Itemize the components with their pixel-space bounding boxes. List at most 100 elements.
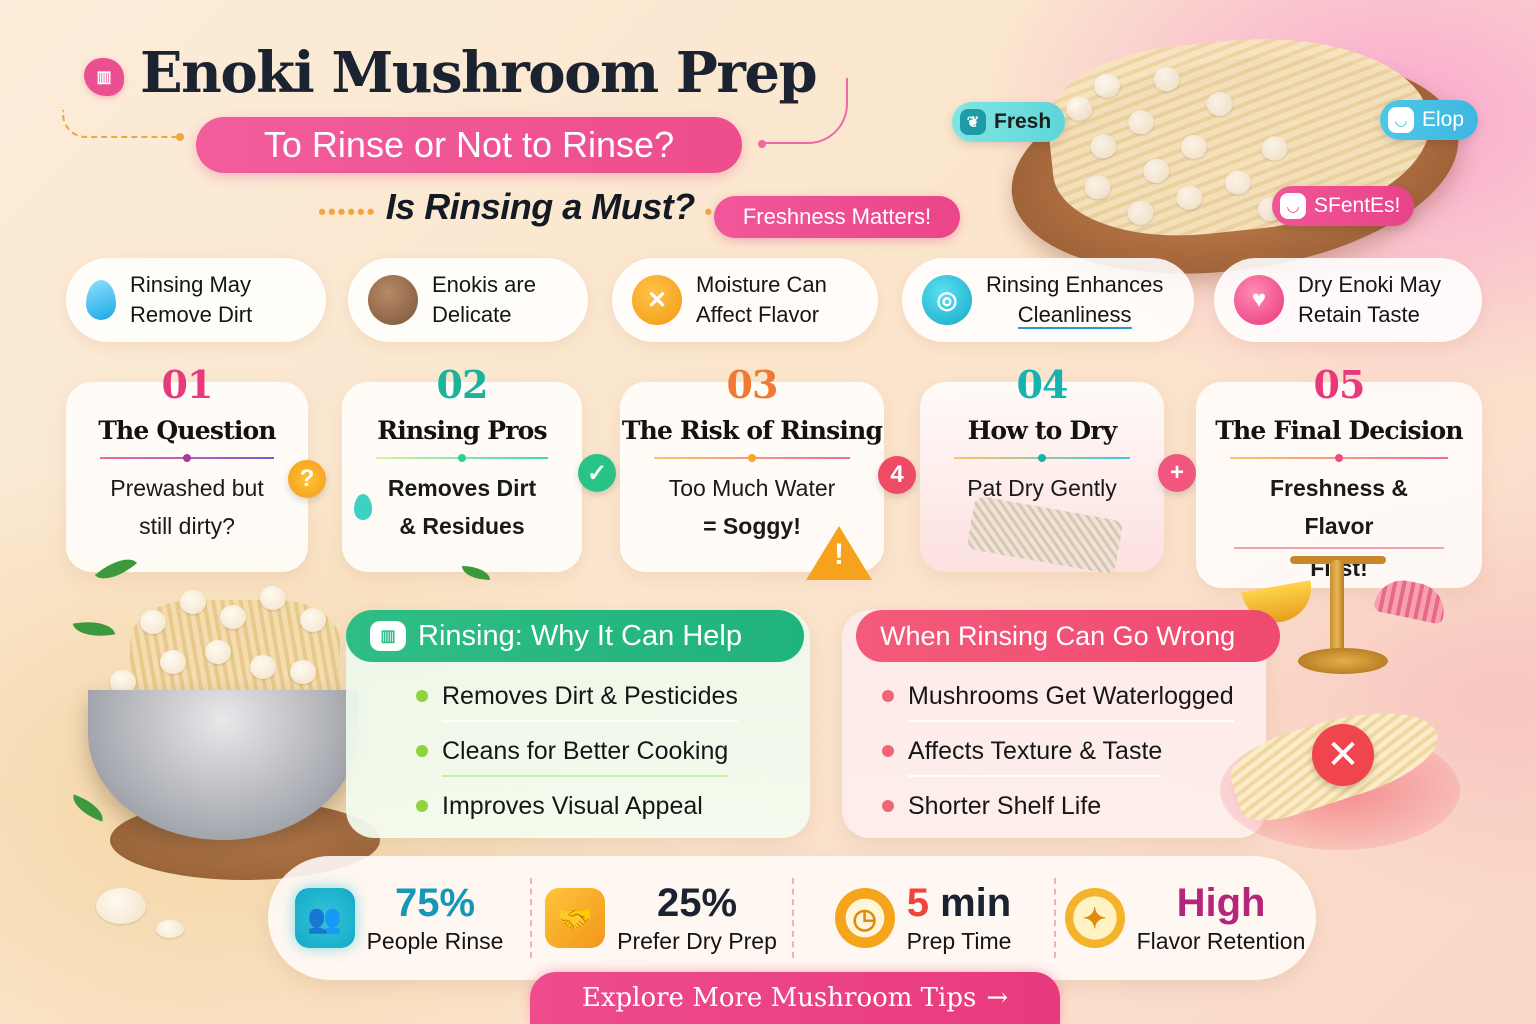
chip-line: Enokis are (432, 272, 536, 297)
list-item: Affects Texture & Taste (882, 731, 1234, 786)
scale-base (1298, 648, 1388, 674)
people-icon: 👥 (294, 888, 355, 948)
taste-blob-icon: ♥ (1234, 275, 1284, 325)
panel-header: ▥ Rinsing: Why It Can Help (346, 610, 804, 662)
chip-line: Dry Enoki May (1298, 272, 1442, 297)
plus-icon: + (1158, 454, 1196, 492)
step-body: = Soggy! (703, 513, 801, 539)
step-body: Too Much Water (668, 475, 836, 501)
question-mark-icon: ? (288, 460, 326, 498)
tag-fresh: ❦ Fresh (952, 102, 1066, 142)
step-card-1: 01 The Question Prewashed but still dirt… (66, 362, 308, 572)
checkmark-icon: ✓ (578, 454, 616, 492)
cta-label: Explore More Mushroom Tips (581, 983, 977, 1013)
step-body: & Residues (399, 513, 525, 539)
fail-x-icon: ✕ (1312, 724, 1374, 786)
panel-title: When Rinsing Can Go Wrong (880, 620, 1236, 651)
stat-prep-time: ◷ 5 min Prep Time (792, 856, 1054, 980)
step-number: 04 (1016, 362, 1069, 407)
list-item: Mushrooms Get Waterlogged (882, 676, 1234, 731)
stat-label: Prep Time (906, 928, 1012, 954)
stat-value: 75% (394, 881, 476, 925)
list-item: Shorter Shelf Life (882, 786, 1234, 841)
fact-chip-cleanliness: ◎ Rinsing Enhances Cleanliness (902, 258, 1194, 342)
bullet-dot (416, 745, 428, 757)
step-body: Prewashed but (110, 475, 264, 501)
tag-elop: ◡ Elop (1380, 100, 1479, 140)
subtitle-banner: To Rinse or Not to Rinse? (196, 117, 742, 173)
tag-specs: ◡ SFentEs! (1272, 186, 1415, 226)
chip-line: Rinsing Enhances (986, 272, 1164, 297)
stat-label: People Rinse (366, 928, 504, 954)
step-number: 05 (1313, 362, 1366, 407)
bowl-icon: ◡ (1280, 193, 1306, 219)
step-four-icon: 4 (878, 456, 916, 494)
step-number: 01 (161, 362, 214, 407)
step-card-2: 02 Rinsing Pros Removes Dirt & Residues (342, 362, 582, 572)
chip-line: Retain Taste (1298, 302, 1420, 327)
decorative-curve-line (764, 78, 848, 144)
mushroom-icon (368, 275, 418, 325)
stat-flavor-retention: ✦ High Flavor Retention (1054, 856, 1316, 980)
chip-line: Delicate (432, 302, 512, 327)
decorative-dot (176, 133, 184, 141)
chip-line: Rinsing May (130, 272, 252, 297)
bowl-icon: ◡ (1388, 107, 1414, 133)
leaf-shield-icon: ❦ (960, 109, 986, 135)
mushroom-cap-image (156, 920, 184, 938)
list-item: Cleans for Better Cooking (416, 731, 738, 786)
cross-utensils-icon: ✕ (632, 275, 682, 325)
colander-icon: ▥ (370, 621, 406, 651)
stats-bar: 👥 75% People Rinse 🤝 25% Prefer Dry Prep… (268, 856, 1316, 980)
tag-label: SFentEs! (1314, 194, 1401, 217)
bullet-dot (882, 745, 894, 757)
leaf-icon (72, 616, 116, 642)
divider (376, 454, 548, 462)
freshness-badge: Freshness Matters! (714, 196, 960, 238)
list-item: Removes Dirt & Pesticides (416, 676, 738, 731)
stat-value: 5 min (906, 881, 1012, 925)
explore-more-tips-button[interactable]: Explore More Mushroom Tips → (530, 972, 1060, 1024)
bullet-dot (416, 690, 428, 702)
list-item: Improves Visual Appeal (416, 786, 738, 841)
step-title: The Risk of Rinsing (621, 416, 883, 445)
chip-line: Affect Flavor (696, 302, 820, 327)
question-heading: •••••• Is Rinsing a Must? ••••• (318, 186, 753, 228)
step-body: Freshness & Flavor (1234, 469, 1444, 549)
warning-mark: ! (834, 538, 844, 571)
bullet-dot (416, 800, 428, 812)
step-title: The Final Decision (1215, 416, 1463, 445)
rinsing-wrong-panel: When Rinsing Can Go Wrong Mushrooms Get … (842, 610, 1280, 841)
divider (100, 454, 274, 462)
stat-label: Prefer Dry Prep (617, 928, 777, 954)
decorative-dot (758, 140, 766, 148)
water-drop-icon (86, 280, 116, 320)
step-number: 02 (436, 362, 489, 407)
warning-triangle-icon (806, 526, 872, 580)
chip-line: Moisture Can (696, 272, 827, 297)
divider (654, 454, 850, 462)
step-title: Rinsing Pros (377, 416, 547, 445)
stat-value: 25% (656, 881, 738, 925)
step-title: How to Dry (967, 416, 1118, 445)
balance-scale-icon (1330, 560, 1344, 660)
panel-title: Rinsing: Why It Can Help (418, 619, 742, 652)
divider (1230, 454, 1448, 462)
fact-chip-moisture: ✕ Moisture Can Affect Flavor (612, 258, 878, 342)
chip-line: Cleanliness (1017, 302, 1132, 329)
panel-header: When Rinsing Can Go Wrong (856, 610, 1280, 662)
step-card-4: 04 How to Dry Pat Dry Gently (920, 362, 1164, 575)
arrow-right-icon: → (986, 983, 1009, 1013)
stat-label: Flavor Retention (1136, 928, 1306, 954)
wrong-list: Mushrooms Get Waterlogged Affects Textur… (882, 676, 1234, 841)
handshake-icon: 🤝 (545, 888, 606, 948)
page-title: Enoki Mushroom Prep (140, 40, 818, 106)
step-body: Pat Dry Gently (967, 475, 1117, 501)
chip-line: Remove Dirt (130, 302, 253, 327)
decorative-dashed-line (62, 110, 182, 138)
step-number: 03 (726, 362, 779, 407)
step-body: still dirty? (139, 513, 235, 539)
stat-value: High (1176, 881, 1266, 925)
stat-dry-prep: 🤝 25% Prefer Dry Prep (530, 856, 792, 980)
help-list: Removes Dirt & Pesticides Cleans for Bet… (416, 676, 738, 841)
